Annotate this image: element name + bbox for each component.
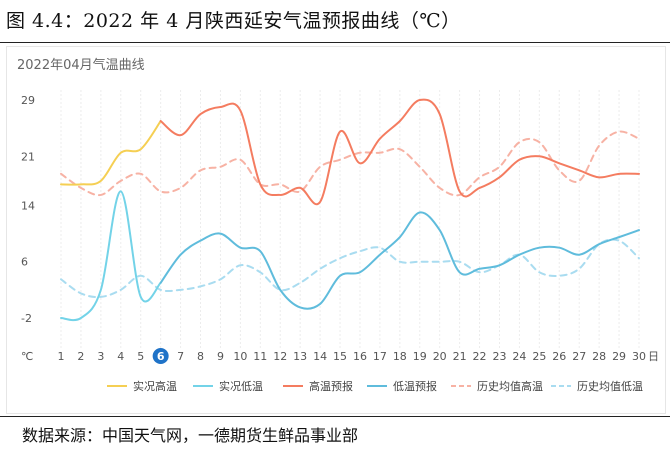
data-source: 数据来源：中国天气网，一德期货生鲜品事业部 — [22, 426, 359, 445]
chart-title: 2022年04月气温曲线 — [17, 57, 145, 73]
chart-series — [60, 98, 640, 322]
x-tick-label: 29 — [612, 350, 626, 363]
x-tick-label-current: 6 — [157, 350, 165, 363]
series-line-5 — [60, 238, 640, 299]
series-line-2 — [159, 98, 640, 206]
x-tick-label: 25 — [532, 350, 546, 363]
x-tick-label: 13 — [293, 350, 307, 363]
x-tick-label: 11 — [253, 350, 267, 363]
y-tick-label: 6 — [21, 256, 28, 269]
figure-title: 图 4.4：2022 年 4 月陕西延安气温预报曲线（℃） — [6, 10, 461, 32]
legend-label: 历史均值高温 — [477, 379, 543, 393]
x-tick-label: 30 — [632, 350, 646, 363]
x-tick-label: 8 — [197, 350, 204, 363]
x-tick-label: 15 — [333, 350, 347, 363]
x-axis: ℃ 1 2 3 4 5 6 7 8 9 10 11 12 13 14 15 16 17 18 19 20 21 22 23 24… — [21, 348, 659, 364]
y-tick-label: 14 — [21, 199, 35, 212]
series-line-3 — [159, 211, 640, 310]
x-tick-label: 2 — [77, 350, 84, 363]
series-line-4 — [60, 130, 640, 197]
legend-label: 高温预报 — [309, 379, 353, 393]
x-tick-label: 9 — [217, 350, 224, 363]
x-tick-label: 21 — [453, 350, 467, 363]
series-line-1 — [60, 190, 162, 322]
x-tick-label: 20 — [433, 350, 447, 363]
x-tick-label: 22 — [473, 350, 487, 363]
bottom-rule — [0, 416, 670, 417]
x-tick-label: 27 — [572, 350, 586, 363]
top-rule — [0, 42, 670, 43]
legend-label: 历史均值低温 — [577, 380, 643, 393]
x-tick-label: 7 — [177, 350, 184, 363]
legend-label: 实况高温 — [133, 379, 177, 393]
x-tick-label: 19 — [413, 350, 427, 363]
x-tick-label: 17 — [373, 350, 387, 363]
x-tick-label: 24 — [512, 350, 526, 363]
y-tick-label: -2 — [21, 312, 32, 325]
x-tick-label: 3 — [97, 350, 104, 363]
y-tick-label: 29 — [21, 94, 35, 107]
chart-legend: 实况高温 实况低温 高温预报 低温预报 历史均值高温 历史均值低温 — [107, 379, 643, 393]
y-axis: -2 6 14 21 29 — [21, 94, 35, 325]
x-tick-label: 14 — [313, 350, 327, 363]
chart-panel: 2022年04月气温曲线 -2 6 14 21 29 ℃ 1 2 3 4 5 6 7 8 9 10 11 12 1… — [6, 46, 666, 414]
x-tick-label: 23 — [492, 350, 506, 363]
x-unit-label: 日 — [648, 350, 659, 363]
x-tick-label: 10 — [233, 350, 247, 363]
x-tick-label: 28 — [592, 350, 606, 363]
x-tick-label: 4 — [117, 350, 124, 363]
series-line-0 — [60, 120, 162, 186]
x-tick-label: 1 — [58, 350, 65, 363]
x-tick-label: 26 — [552, 350, 566, 363]
legend-label: 实况低温 — [219, 379, 263, 393]
current-day-marker — [152, 348, 169, 364]
legend-label: 低温预报 — [393, 379, 437, 393]
chart-grid — [60, 90, 640, 348]
x-tick-label: 5 — [137, 350, 144, 363]
y-tick-label: 21 — [21, 150, 35, 163]
x-tick-label: 12 — [273, 350, 287, 363]
x-tick-label: 18 — [393, 350, 407, 363]
x-tick-label: 16 — [353, 350, 367, 363]
y-unit-label: ℃ — [21, 350, 33, 363]
